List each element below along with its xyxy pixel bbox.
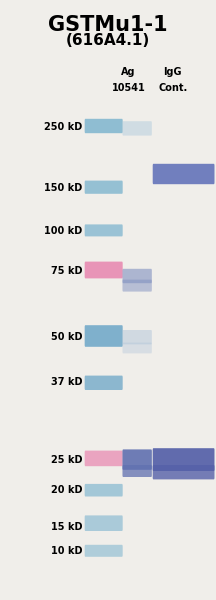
FancyBboxPatch shape — [122, 330, 152, 344]
FancyBboxPatch shape — [85, 451, 123, 466]
Text: Cont.: Cont. — [158, 83, 187, 93]
Text: 10 kD: 10 kD — [51, 546, 82, 556]
FancyBboxPatch shape — [85, 262, 123, 278]
Text: 250 kD: 250 kD — [44, 122, 82, 132]
FancyBboxPatch shape — [153, 164, 214, 184]
Text: (616A4.1): (616A4.1) — [66, 33, 150, 48]
Text: 10541: 10541 — [112, 83, 145, 93]
Text: 15 kD: 15 kD — [51, 522, 82, 532]
FancyBboxPatch shape — [85, 515, 123, 531]
Text: IgG: IgG — [164, 67, 182, 77]
FancyBboxPatch shape — [122, 449, 152, 470]
Text: 20 kD: 20 kD — [51, 485, 82, 495]
Text: 37 kD: 37 kD — [51, 377, 82, 387]
FancyBboxPatch shape — [85, 376, 123, 390]
FancyBboxPatch shape — [153, 448, 214, 471]
FancyBboxPatch shape — [85, 181, 123, 194]
FancyBboxPatch shape — [122, 343, 152, 353]
FancyBboxPatch shape — [85, 325, 123, 347]
FancyBboxPatch shape — [85, 484, 123, 497]
Text: 150 kD: 150 kD — [44, 184, 82, 193]
Text: 100 kD: 100 kD — [44, 226, 82, 236]
Text: 75 kD: 75 kD — [51, 266, 82, 276]
Text: 25 kD: 25 kD — [51, 455, 82, 464]
FancyBboxPatch shape — [122, 121, 152, 136]
FancyBboxPatch shape — [122, 269, 152, 283]
FancyBboxPatch shape — [85, 119, 123, 133]
FancyBboxPatch shape — [85, 545, 123, 557]
Text: GSTMu1-1: GSTMu1-1 — [48, 15, 168, 35]
FancyBboxPatch shape — [153, 465, 214, 479]
FancyBboxPatch shape — [122, 280, 152, 292]
Text: 50 kD: 50 kD — [51, 332, 82, 342]
FancyBboxPatch shape — [85, 224, 123, 236]
FancyBboxPatch shape — [122, 465, 152, 477]
Text: Ag: Ag — [121, 67, 136, 77]
